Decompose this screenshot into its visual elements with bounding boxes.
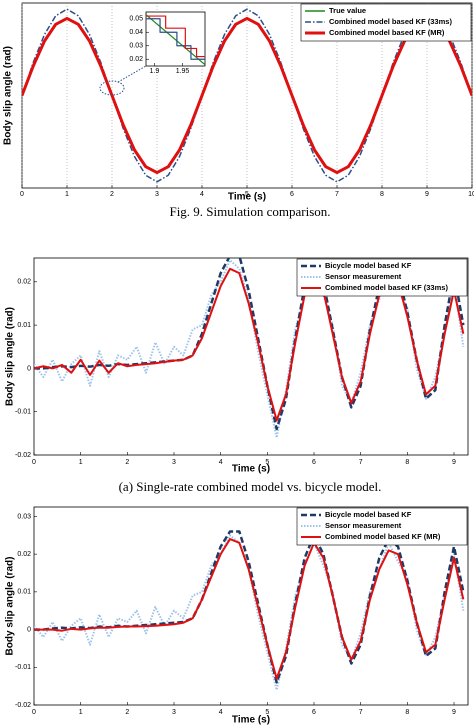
chart: 0 1 2 3 4 5 6 7 8 9 10 Time (s) Body slip angle (rad… <box>3 2 474 203</box>
x-tick-label: 7 <box>359 459 363 466</box>
x-tick-label: 6 <box>312 459 316 466</box>
x-tick-label: 0 <box>32 459 36 466</box>
y-tick-label: 0.03 <box>17 513 31 520</box>
chart: 0 1 2 3 4 5 6 7 8 9 -0.02 -0.01 0 0.01 0.02 Time (s) Bod… <box>5 257 469 475</box>
y-tick-label: 0.02 <box>129 56 143 63</box>
zoom-connector <box>117 65 147 83</box>
x-tick-label: 0 <box>32 709 36 716</box>
y-axis-label: Body slip angle (rad) <box>5 307 16 406</box>
x-axis-label: Time (s) <box>232 715 270 726</box>
y-tick-label: -0.02 <box>15 702 31 709</box>
x-tick-label: 8 <box>380 191 384 198</box>
y-tick-label: 0.04 <box>129 29 143 36</box>
x-axis-label: Time (s) <box>228 192 266 203</box>
x-tick-label: 9 <box>452 459 456 466</box>
x-tick-label: 7 <box>359 709 363 716</box>
y-tick-label: -0.02 <box>15 452 31 459</box>
legend-label: Bicycle model based KF <box>325 261 412 270</box>
y-tick-label: 0.01 <box>17 589 31 596</box>
legend-label: True value <box>329 6 366 15</box>
x-tick-label: 7 <box>335 191 339 198</box>
x-tick-label: 1 <box>79 459 83 466</box>
y-tick-label: 0.02 <box>17 551 31 558</box>
x-tick-label: 2 <box>125 709 129 716</box>
legend-label: Combined model based KF (33ms) <box>329 17 452 26</box>
legend-box <box>296 258 468 297</box>
y-axis-label: Body slip angle (rad) <box>5 557 16 656</box>
x-tick-label: 9 <box>425 191 429 198</box>
figure-caption: Fig. 9. Simulation comparison. <box>169 204 330 219</box>
chart: 1.9 1.95 0.02 0.03 0.04 0.05 <box>129 11 206 75</box>
x-tick-label: 2 <box>110 191 114 198</box>
x-tick-label: 1 <box>65 191 69 198</box>
x-tick-label: 8 <box>405 709 409 716</box>
x-tick-label: 1 <box>79 709 83 716</box>
x-tick-label: 1.95 <box>176 68 190 75</box>
y-tick-label: 0.05 <box>129 16 143 23</box>
x-tick-label: 2 <box>125 459 129 466</box>
series-line <box>146 14 205 66</box>
x-tick-label: 5 <box>245 191 249 198</box>
x-tick-label: 5 <box>265 709 269 716</box>
x-tick-label: 5 <box>265 459 269 466</box>
legend-label: Combined model based KF (MR) <box>329 28 445 37</box>
y-axis-label: Body slip angle (rad) <box>3 46 14 145</box>
x-tick-label: 3 <box>155 191 159 198</box>
x-tick-label: 1.9 <box>150 68 160 75</box>
series-line <box>22 16 472 175</box>
x-tick-label: 4 <box>219 709 223 716</box>
y-tick-label: -0.01 <box>15 664 31 671</box>
x-tick-label: 9 <box>452 709 456 716</box>
x-tick-label: 3 <box>172 459 176 466</box>
y-tick-label: 0 <box>27 365 31 372</box>
x-tick-label: 0 <box>20 191 24 198</box>
legend-label: Bicycle model based KF <box>325 510 412 519</box>
y-tick-label: 0.01 <box>17 322 31 329</box>
subfigure-caption: (a) Single-rate combined model vs. bicyc… <box>119 479 382 494</box>
series-line <box>34 538 465 680</box>
x-axis-label: Time (s) <box>232 464 270 475</box>
series-line <box>146 15 205 58</box>
zoom-marker <box>99 80 125 96</box>
series-line <box>22 8 472 183</box>
x-tick-label: 6 <box>290 191 294 198</box>
series-line <box>34 534 465 691</box>
legend-label: Sensor measurement <box>325 272 402 281</box>
legend-box <box>296 507 468 546</box>
legend-label: Sensor measurement <box>325 521 402 530</box>
x-tick-label: 3 <box>172 709 176 716</box>
legend-box <box>300 3 472 42</box>
y-tick-label: -0.01 <box>15 409 31 416</box>
x-tick-label: 8 <box>405 459 409 466</box>
chart: 0 1 2 3 4 5 6 7 8 9 -0.02 -0.01 0 0.01 0.02 0.03 Time (s… <box>5 506 469 726</box>
series-line <box>146 18 205 60</box>
x-tick-label: 4 <box>219 459 223 466</box>
y-tick-label: 0.03 <box>129 43 143 50</box>
x-tick-label: 4 <box>200 191 204 198</box>
y-tick-label: 0.02 <box>17 279 31 286</box>
y-tick-label: 0 <box>27 626 31 633</box>
x-tick-label: 10 <box>468 191 474 198</box>
legend-label: Combined model based KF (33ms) <box>325 283 448 292</box>
legend-label: Combined model based KF (MR) <box>325 532 441 541</box>
x-tick-label: 6 <box>312 709 316 716</box>
